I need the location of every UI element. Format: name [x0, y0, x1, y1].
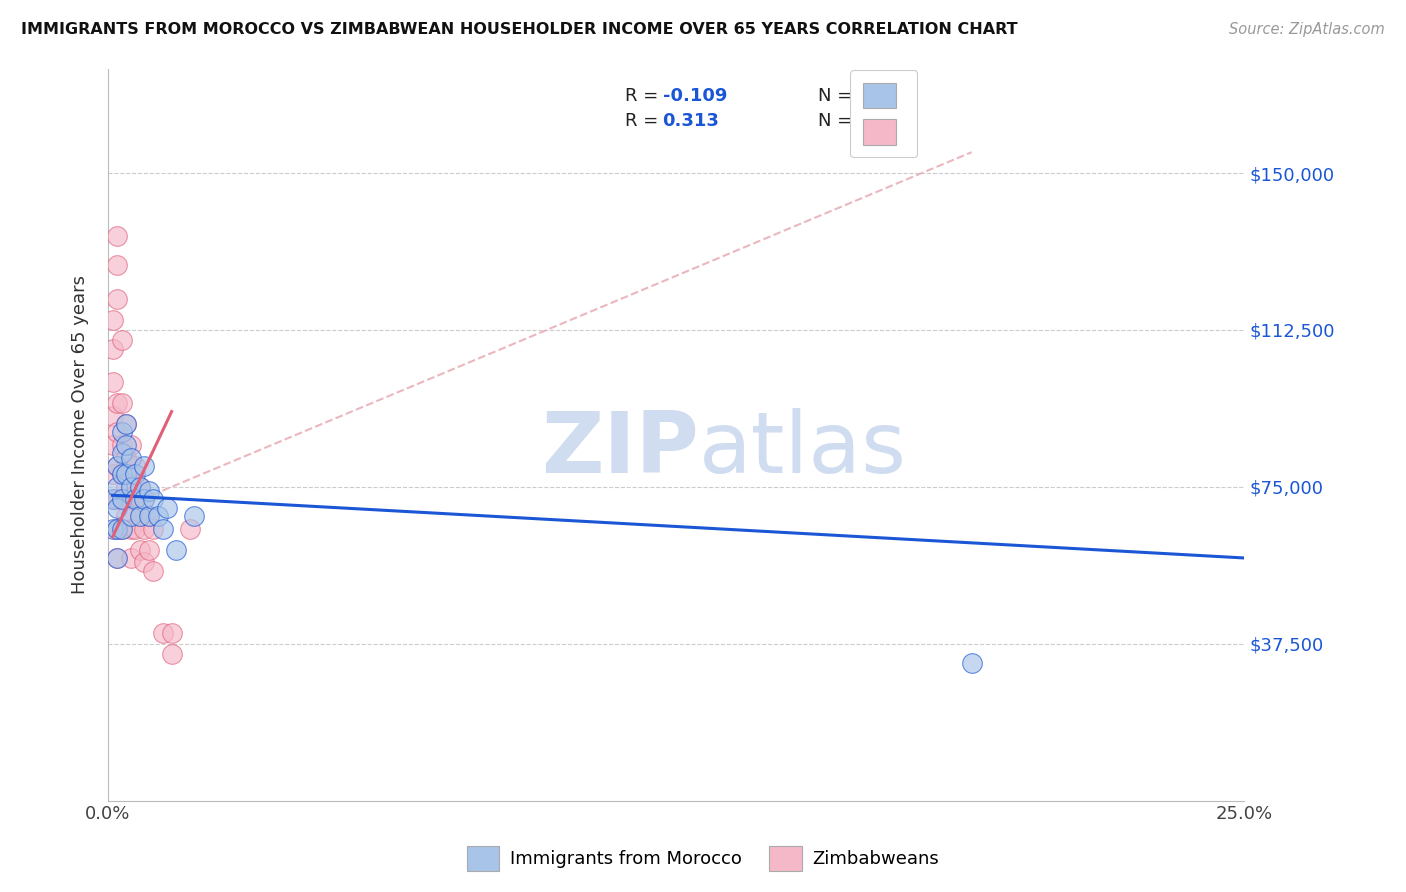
Legend: , : ,: [851, 70, 917, 157]
Point: [105, 396, 128, 410]
Point: [165, 542, 187, 557]
Point: [111, 467, 134, 482]
Point: [105, 480, 128, 494]
Point: [124, 458, 146, 473]
Point: [105, 458, 128, 473]
Point: [101, 522, 124, 536]
Point: [120, 522, 142, 536]
Point: [120, 480, 142, 494]
Point: [105, 551, 128, 566]
Point: [124, 467, 146, 482]
Point: [138, 542, 160, 557]
Point: [134, 458, 156, 473]
Point: [111, 446, 134, 460]
Point: [105, 258, 128, 272]
Point: [128, 542, 150, 557]
Point: [101, 342, 124, 356]
Point: [111, 492, 134, 507]
Point: [128, 509, 150, 524]
Point: [115, 480, 138, 494]
Text: 48: 48: [856, 112, 882, 130]
Point: [105, 292, 128, 306]
Point: [128, 480, 150, 494]
Point: [111, 522, 134, 536]
Point: [160, 647, 183, 661]
Point: [111, 467, 134, 482]
Point: [134, 492, 156, 507]
Text: Source: ZipAtlas.com: Source: ZipAtlas.com: [1229, 22, 1385, 37]
Text: N =: N =: [818, 112, 858, 130]
Text: IMMIGRANTS FROM MOROCCO VS ZIMBABWEAN HOUSEHOLDER INCOME OVER 65 YEARS CORRELATI: IMMIGRANTS FROM MOROCCO VS ZIMBABWEAN HO…: [21, 22, 1018, 37]
Point: [146, 509, 169, 524]
Point: [115, 467, 138, 482]
Text: 0.313: 0.313: [662, 112, 720, 130]
Point: [105, 551, 128, 566]
Point: [105, 458, 128, 473]
Point: [120, 492, 142, 507]
Point: [105, 500, 128, 515]
Point: [142, 492, 165, 507]
Point: [115, 417, 138, 431]
Point: [138, 509, 160, 524]
Point: [111, 438, 134, 452]
Text: R =: R =: [626, 87, 664, 105]
Point: [152, 626, 174, 640]
Point: [134, 555, 156, 569]
Point: [124, 522, 146, 536]
Point: [138, 509, 160, 524]
Point: [160, 626, 183, 640]
Point: [138, 483, 160, 498]
Point: [101, 467, 124, 482]
Point: [101, 376, 124, 390]
Text: N =: N =: [818, 87, 858, 105]
Point: [152, 522, 174, 536]
Point: [134, 492, 156, 507]
Point: [120, 450, 142, 465]
Point: [111, 334, 134, 348]
Point: [105, 522, 128, 536]
Point: [128, 480, 150, 494]
Point: [134, 522, 156, 536]
Point: [120, 509, 142, 524]
Y-axis label: Householder Income Over 65 years: Householder Income Over 65 years: [72, 275, 89, 594]
Legend: Immigrants from Morocco, Zimbabweans: Immigrants from Morocco, Zimbabweans: [460, 838, 946, 879]
Point: [142, 564, 165, 578]
Text: -0.109: -0.109: [662, 87, 727, 105]
Point: [111, 425, 134, 440]
Point: [111, 396, 134, 410]
Point: [960, 656, 983, 670]
Point: [105, 492, 128, 507]
Point: [124, 492, 146, 507]
Point: [101, 492, 124, 507]
Point: [111, 492, 134, 507]
Point: [101, 312, 124, 326]
Point: [156, 500, 179, 515]
Point: [101, 492, 124, 507]
Point: [120, 438, 142, 452]
Point: [120, 551, 142, 566]
Point: [105, 228, 128, 243]
Text: 33: 33: [856, 87, 880, 105]
Point: [105, 522, 128, 536]
Point: [183, 509, 205, 524]
Point: [115, 450, 138, 465]
Point: [179, 522, 201, 536]
Point: [120, 467, 142, 482]
Point: [101, 409, 124, 423]
Text: atlas: atlas: [699, 408, 907, 491]
Point: [115, 417, 138, 431]
Point: [142, 522, 165, 536]
Point: [101, 438, 124, 452]
Text: R =: R =: [626, 112, 664, 130]
Text: ZIP: ZIP: [541, 408, 699, 491]
Point: [105, 425, 128, 440]
Point: [124, 488, 146, 502]
Point: [115, 509, 138, 524]
Point: [115, 438, 138, 452]
Point: [128, 509, 150, 524]
Point: [111, 522, 134, 536]
